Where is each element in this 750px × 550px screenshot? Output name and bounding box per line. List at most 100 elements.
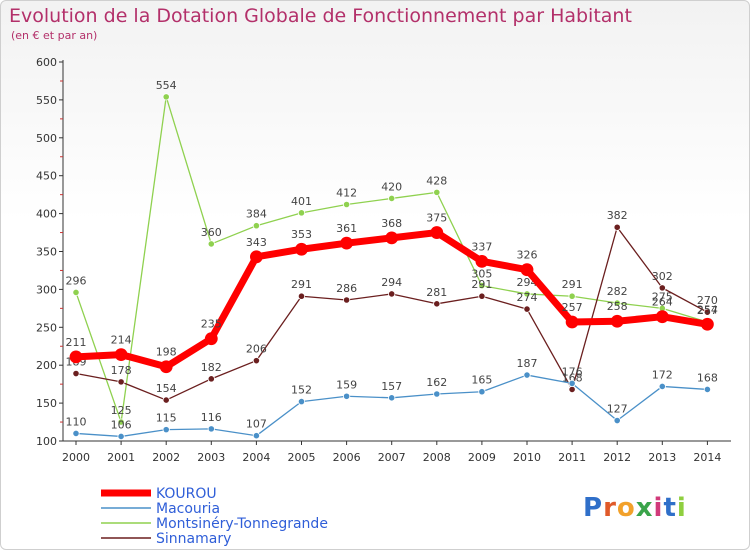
data-point-macouria — [342, 392, 351, 400]
data-point-sinnamary — [568, 385, 576, 394]
data-label-macouria: 168 — [697, 371, 718, 384]
data-label-sinnamary: 286 — [336, 282, 357, 295]
legend-label-kourou: KOUROU — [156, 486, 217, 502]
data-label-sinnamary: 291 — [291, 278, 312, 291]
x-tick-label: 2013 — [648, 451, 676, 464]
logo-letter: o — [616, 493, 636, 523]
data-point-kourou — [69, 350, 83, 364]
y-tick-label: 450 — [36, 170, 57, 183]
data-point-sinnamary — [613, 223, 621, 231]
data-point-macouria — [433, 390, 441, 398]
x-tick-label: 2001 — [107, 451, 135, 464]
data-label-kourou: 264 — [652, 296, 673, 309]
x-tick-label: 2005 — [288, 451, 316, 464]
data-point-sinnamary — [703, 308, 712, 316]
data-point-kourou — [385, 231, 399, 245]
data-label-montsinery: 401 — [291, 195, 312, 208]
data-label-montsinery: 428 — [426, 174, 447, 187]
legend-label-montsinery: Montsinéry-Tonnegrande — [156, 516, 328, 532]
data-label-sinnamary: 154 — [156, 382, 177, 395]
data-label-sinnamary: 302 — [652, 270, 673, 283]
data-label-kourou: 198 — [156, 346, 177, 359]
data-label-kourou: 211 — [66, 336, 87, 349]
data-point-kourou — [249, 250, 263, 264]
data-point-kourou — [340, 236, 354, 250]
data-label-sinnamary: 182 — [201, 361, 222, 374]
data-label-macouria: 176 — [562, 365, 583, 378]
data-label-montsinery: 420 — [381, 180, 402, 193]
y-tick-label: 500 — [36, 132, 57, 145]
data-label-sinnamary: 274 — [517, 291, 538, 304]
x-tick-label: 2014 — [693, 451, 721, 464]
data-label-macouria: 127 — [607, 403, 628, 416]
data-label-macouria: 162 — [426, 376, 447, 389]
x-tick-label: 2011 — [558, 451, 586, 464]
logo-letter: r — [603, 493, 617, 523]
logo-letter: P — [583, 493, 604, 523]
y-tick-label: 300 — [36, 283, 57, 296]
proxiti-logo: Proxiti — [583, 493, 687, 523]
x-tick-label: 2000 — [62, 451, 90, 464]
data-label-kourou: 257 — [562, 301, 583, 314]
data-point-kourou — [565, 315, 579, 329]
data-point-kourou — [475, 254, 489, 268]
data-point-sinnamary — [207, 375, 215, 383]
data-label-kourou: 361 — [336, 222, 357, 235]
data-point-montsinery — [207, 240, 215, 248]
data-label-montsinery: 305 — [471, 268, 492, 281]
data-label-macouria: 116 — [201, 411, 222, 424]
data-point-montsinery — [433, 188, 441, 196]
series-line-sinnamary — [75, 226, 708, 401]
x-tick-label: 2008 — [423, 451, 451, 464]
data-point-montsinery — [162, 93, 170, 101]
data-label-montsinery: 296 — [66, 274, 87, 287]
y-tick-label: 550 — [36, 94, 57, 107]
data-label-montsinery: 291 — [562, 278, 583, 291]
data-label-montsinery: 554 — [156, 79, 177, 92]
data-label-macouria: 152 — [291, 384, 312, 397]
data-label-kourou: 375 — [426, 212, 447, 225]
data-point-montsinery — [523, 290, 531, 298]
data-label-montsinery: 282 — [607, 285, 628, 298]
data-point-sinnamary — [252, 357, 260, 365]
y-tick-label: 150 — [36, 397, 57, 410]
data-point-kourou — [520, 263, 534, 277]
logo-letter: t — [663, 493, 677, 523]
data-point-macouria — [658, 382, 666, 391]
data-point-kourou — [610, 314, 624, 328]
data-point-kourou — [701, 317, 714, 331]
data-point-macouria — [523, 371, 531, 379]
data-point-montsinery — [568, 292, 576, 300]
data-label-montsinery: 412 — [336, 187, 357, 200]
data-label-kourou: 326 — [517, 249, 538, 262]
y-tick-label: 250 — [36, 321, 57, 334]
data-label-sinnamary: 382 — [607, 209, 628, 222]
logo-letter: i — [653, 493, 664, 523]
data-label-kourou: 235 — [201, 318, 222, 331]
data-point-sinnamary — [433, 300, 441, 308]
data-point-sinnamary — [523, 305, 531, 313]
x-tick-label: 2006 — [333, 451, 361, 464]
data-point-kourou — [114, 348, 128, 361]
x-tick-label: 2007 — [378, 451, 406, 464]
data-label-sinnamary: 168 — [562, 371, 583, 384]
data-point-sinnamary — [342, 296, 351, 304]
legend-label-macouria: Macouria — [156, 501, 220, 517]
series-line-montsinery — [75, 96, 708, 423]
data-point-macouria — [613, 416, 621, 425]
data-label-kourou: 368 — [381, 217, 402, 230]
y-tick-label: 100 — [36, 435, 57, 448]
data-label-sinnamary: 291 — [471, 278, 492, 291]
data-label-macouria: 106 — [111, 418, 132, 431]
data-label-kourou: 214 — [111, 334, 132, 347]
data-point-montsinery — [478, 282, 486, 290]
logo-letter: x — [635, 493, 654, 523]
y-tick-label: 600 — [36, 56, 57, 69]
data-point-macouria — [297, 397, 306, 406]
data-point-macouria — [117, 432, 125, 441]
data-label-sinnamary: 270 — [697, 294, 718, 307]
data-label-montsinery: 125 — [111, 404, 132, 417]
data-point-sinnamary — [72, 369, 80, 378]
data-label-sinnamary: 178 — [111, 364, 132, 377]
